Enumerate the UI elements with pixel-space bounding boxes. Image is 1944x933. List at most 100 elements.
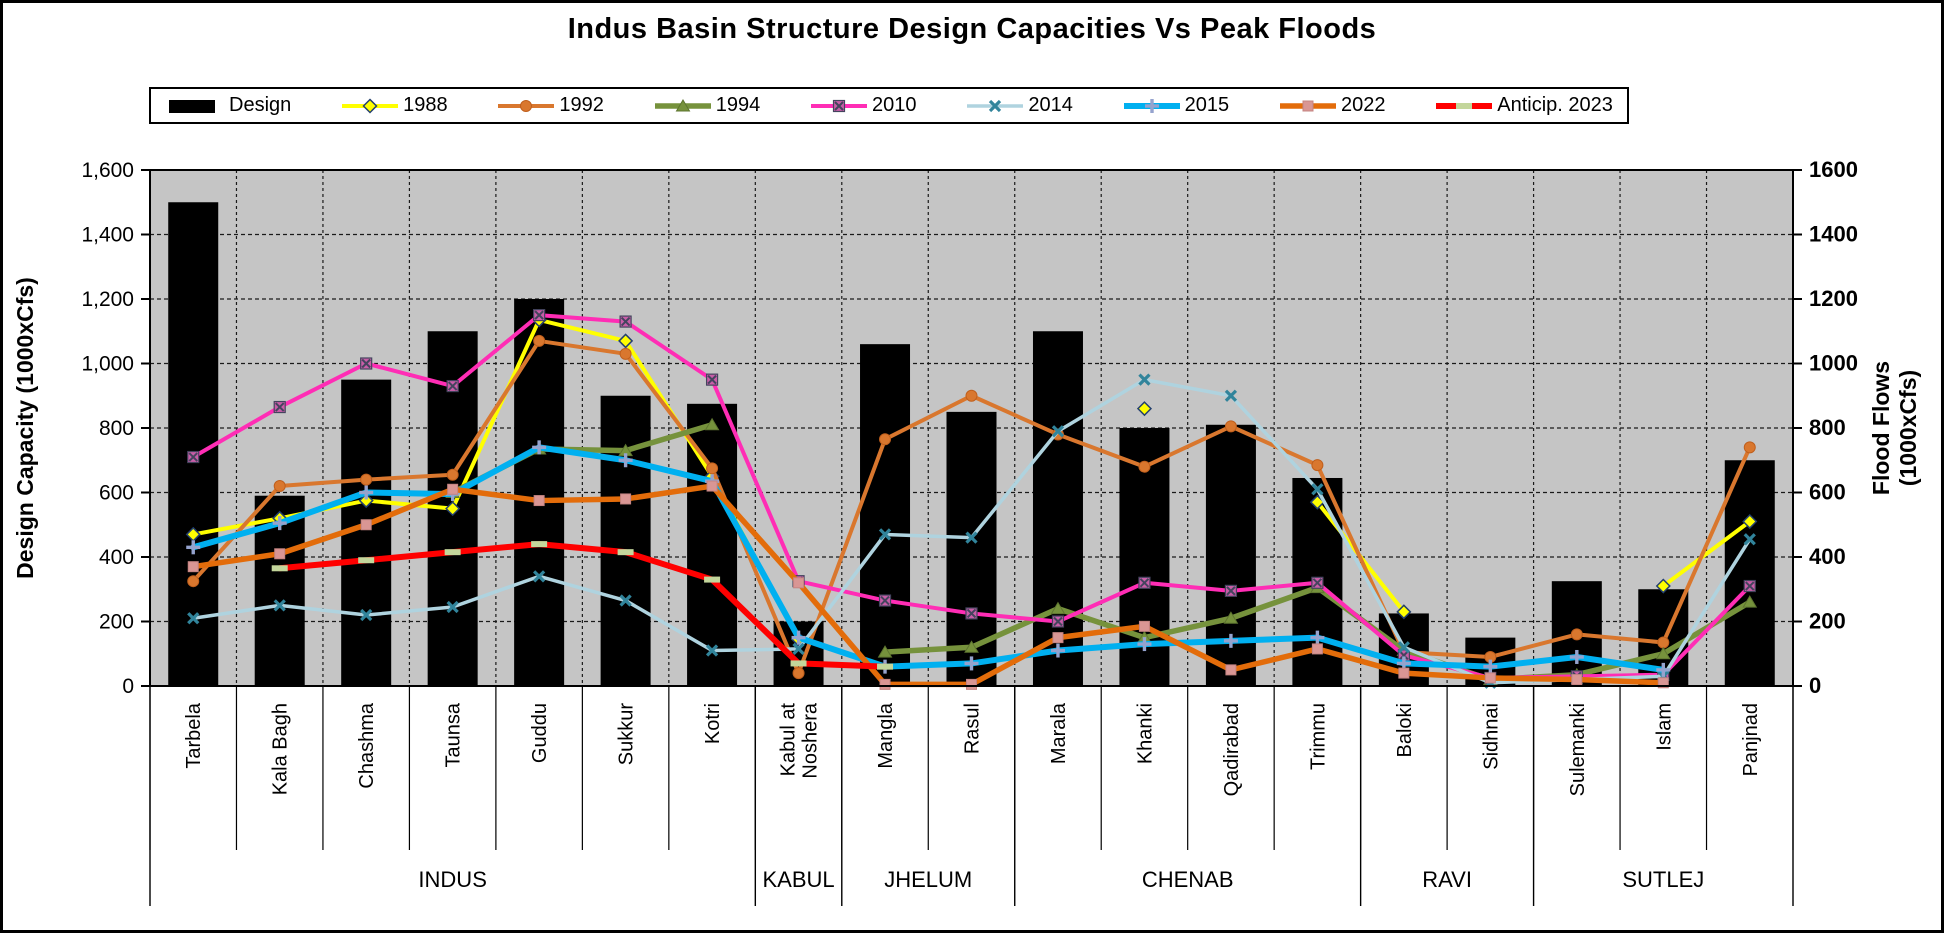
- legend-swatch: [967, 99, 1024, 112]
- marker-xmark: [792, 642, 805, 656]
- river-group-label: KABUL: [762, 867, 834, 892]
- station-label: Kala Bagh: [270, 703, 292, 795]
- marker-diamond: [362, 97, 378, 114]
- marker-square: [879, 678, 891, 690]
- marker-xmark: [989, 99, 1002, 112]
- marker-diamond: [358, 493, 374, 509]
- station-label: Khanki: [1134, 703, 1156, 764]
- marker-xmark: [878, 528, 892, 541]
- marker-plus: [359, 485, 374, 500]
- right-axis-title: (1000xCfs): [1895, 370, 1921, 486]
- marker-square: [1225, 664, 1237, 676]
- marker-diamond: [1655, 578, 1671, 594]
- marker-plus: [1656, 662, 1671, 677]
- station-label: Sulemanki: [1567, 703, 1589, 796]
- legend-swatch: [342, 97, 399, 114]
- marker-triangle: [1742, 595, 1758, 608]
- marker-square: [1052, 632, 1064, 644]
- marker-circle: [273, 480, 286, 493]
- marker-triangle: [1655, 646, 1671, 660]
- marker-plus: [1483, 659, 1498, 674]
- legend-item-1994: 1994: [652, 94, 761, 117]
- marker-diamond: [1136, 401, 1153, 417]
- station-label: Tarbela: [183, 702, 205, 768]
- legend-item-1988: 1988: [339, 94, 448, 117]
- marker-xsquare: [360, 357, 373, 370]
- station-label: Panjnad: [1740, 703, 1762, 776]
- legend-label: 1994: [715, 94, 761, 116]
- left-tick-label: 800: [99, 417, 134, 440]
- marker-xsquare: [705, 373, 719, 386]
- marker-xsquare: [273, 400, 286, 414]
- right-tick-label: 1000: [1809, 351, 1858, 376]
- marker-square: [793, 577, 805, 589]
- marker-circle: [1743, 441, 1756, 454]
- legend-swatch: [498, 99, 555, 112]
- marker-xsquare: [1743, 579, 1756, 593]
- marker-square: [1484, 672, 1496, 684]
- legend-swatch: [1279, 100, 1336, 111]
- marker-triangle: [1223, 611, 1239, 624]
- marker-plus: [964, 656, 979, 671]
- station-label: Kabul at: [778, 703, 800, 777]
- marker-circle: [1570, 628, 1583, 641]
- marker-xsquare: [965, 607, 978, 620]
- right-tick-label: 1400: [1809, 222, 1858, 247]
- marker-dash: [617, 549, 634, 556]
- station-label: Trimmu: [1307, 703, 1329, 770]
- legend-swatch: [1436, 102, 1493, 109]
- plot-area: 0 200 400 600 800 1,000 1,200 1,400 1,600 0 200 400…: [12, 157, 1921, 906]
- marker-dash: [1456, 102, 1473, 109]
- marker-circle: [1224, 420, 1237, 433]
- marker-circle: [446, 468, 459, 481]
- marker-square: [1398, 667, 1410, 679]
- marker-plus: [1050, 643, 1065, 658]
- marker-square: [1311, 643, 1323, 655]
- marker-circle: [1138, 460, 1151, 473]
- marker-circle: [879, 433, 892, 446]
- left-tick-label: 600: [99, 482, 134, 505]
- station-label: Islam: [1653, 703, 1675, 751]
- legend-item-1992: 1992: [495, 94, 604, 117]
- river-group-label: RAVI: [1422, 867, 1472, 892]
- marker-diamond: [1742, 513, 1758, 530]
- marker-plus: [1137, 637, 1152, 652]
- marker-xmark: [273, 599, 286, 612]
- series-2022: [187, 480, 1669, 690]
- station-label: Baloki: [1394, 703, 1416, 757]
- legend-label: Anticip. 2023: [1497, 94, 1613, 116]
- marker-plus: [186, 540, 201, 555]
- marker-dash: [358, 557, 375, 564]
- marker-circle: [533, 334, 546, 347]
- marker-xmark: [619, 594, 632, 607]
- design-bar: [860, 344, 911, 686]
- legend-item-design: Design: [165, 94, 291, 117]
- right-tick-label: 800: [1809, 415, 1846, 440]
- marker-diamond: [445, 501, 461, 517]
- marker-xsquare: [533, 309, 546, 322]
- right-axis-title: Flood Flows: [1868, 361, 1894, 495]
- marker-circle: [792, 667, 805, 680]
- right-tick-label: 200: [1809, 609, 1846, 634]
- marker-triangle: [675, 98, 691, 111]
- marker-xsquare: [1311, 576, 1324, 589]
- right-tick-label: 0: [1809, 673, 1821, 698]
- station-label: Chashma: [356, 702, 378, 788]
- marker-square: [187, 561, 199, 573]
- legend-swatch: [811, 99, 868, 112]
- marker-circle: [619, 347, 632, 360]
- station-label: Guddu: [529, 703, 551, 763]
- design-bar: [600, 395, 651, 686]
- marker-xsquare: [619, 315, 632, 328]
- legend-item-2014: 2014: [964, 94, 1073, 117]
- river-group-label: CHENAB: [1142, 867, 1234, 892]
- marker-circle: [706, 462, 719, 475]
- marker-xmark: [533, 570, 546, 583]
- station-label: Marala: [1048, 702, 1070, 764]
- left-tick-label: 1,200: [81, 288, 134, 311]
- marker-xmark: [705, 644, 719, 657]
- marker-xsquare: [878, 594, 892, 607]
- right-tick-label: 1600: [1809, 157, 1858, 182]
- marker-circle: [520, 99, 533, 112]
